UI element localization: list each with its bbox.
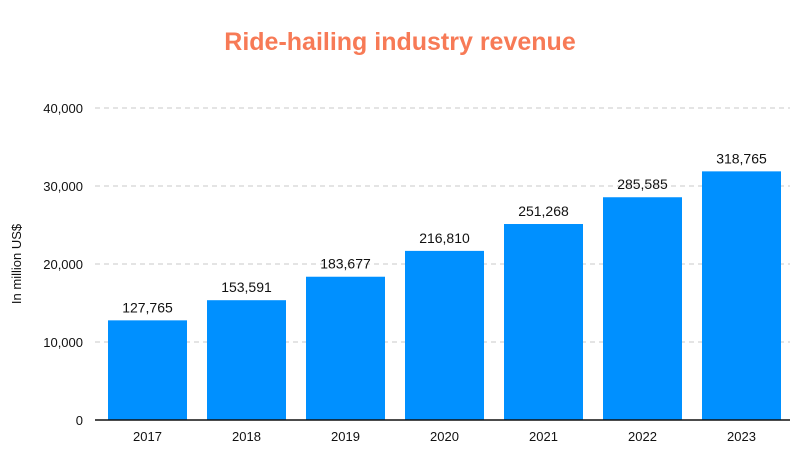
data-label: 285,585: [617, 176, 668, 192]
bar-2021[interactable]: [504, 224, 583, 420]
bar-2020[interactable]: [405, 250, 484, 420]
data-label: 153,591: [221, 279, 272, 295]
y-axis-label: In million US$: [9, 223, 24, 304]
x-tick-label: 2020: [430, 429, 459, 444]
bar-2019[interactable]: [306, 276, 385, 420]
y-tick-label: 30,000: [43, 179, 83, 194]
bar-2018[interactable]: [207, 300, 286, 420]
y-tick-label: 0: [76, 413, 83, 428]
y-tick-label: 40,000: [43, 101, 83, 116]
x-tick-label: 2019: [331, 429, 360, 444]
data-label: 251,268: [518, 203, 569, 219]
bar-2017[interactable]: [108, 320, 187, 420]
y-tick-label: 20,000: [43, 257, 83, 272]
data-label: 318,765: [716, 150, 767, 166]
data-label: 183,677: [320, 256, 371, 272]
x-tick-label: 2021: [529, 429, 558, 444]
data-label: 216,810: [419, 230, 470, 246]
bar-2022[interactable]: [603, 197, 682, 420]
x-tick-label: 2023: [727, 429, 756, 444]
bar-2023[interactable]: [702, 171, 781, 420]
x-tick-label: 2022: [628, 429, 657, 444]
y-tick-label: 10,000: [43, 335, 83, 350]
data-label: 127,765: [122, 299, 173, 315]
x-tick-label: 2017: [133, 429, 162, 444]
chart-title: Ride-hailing industry revenue: [224, 28, 576, 56]
x-tick-label: 2018: [232, 429, 261, 444]
